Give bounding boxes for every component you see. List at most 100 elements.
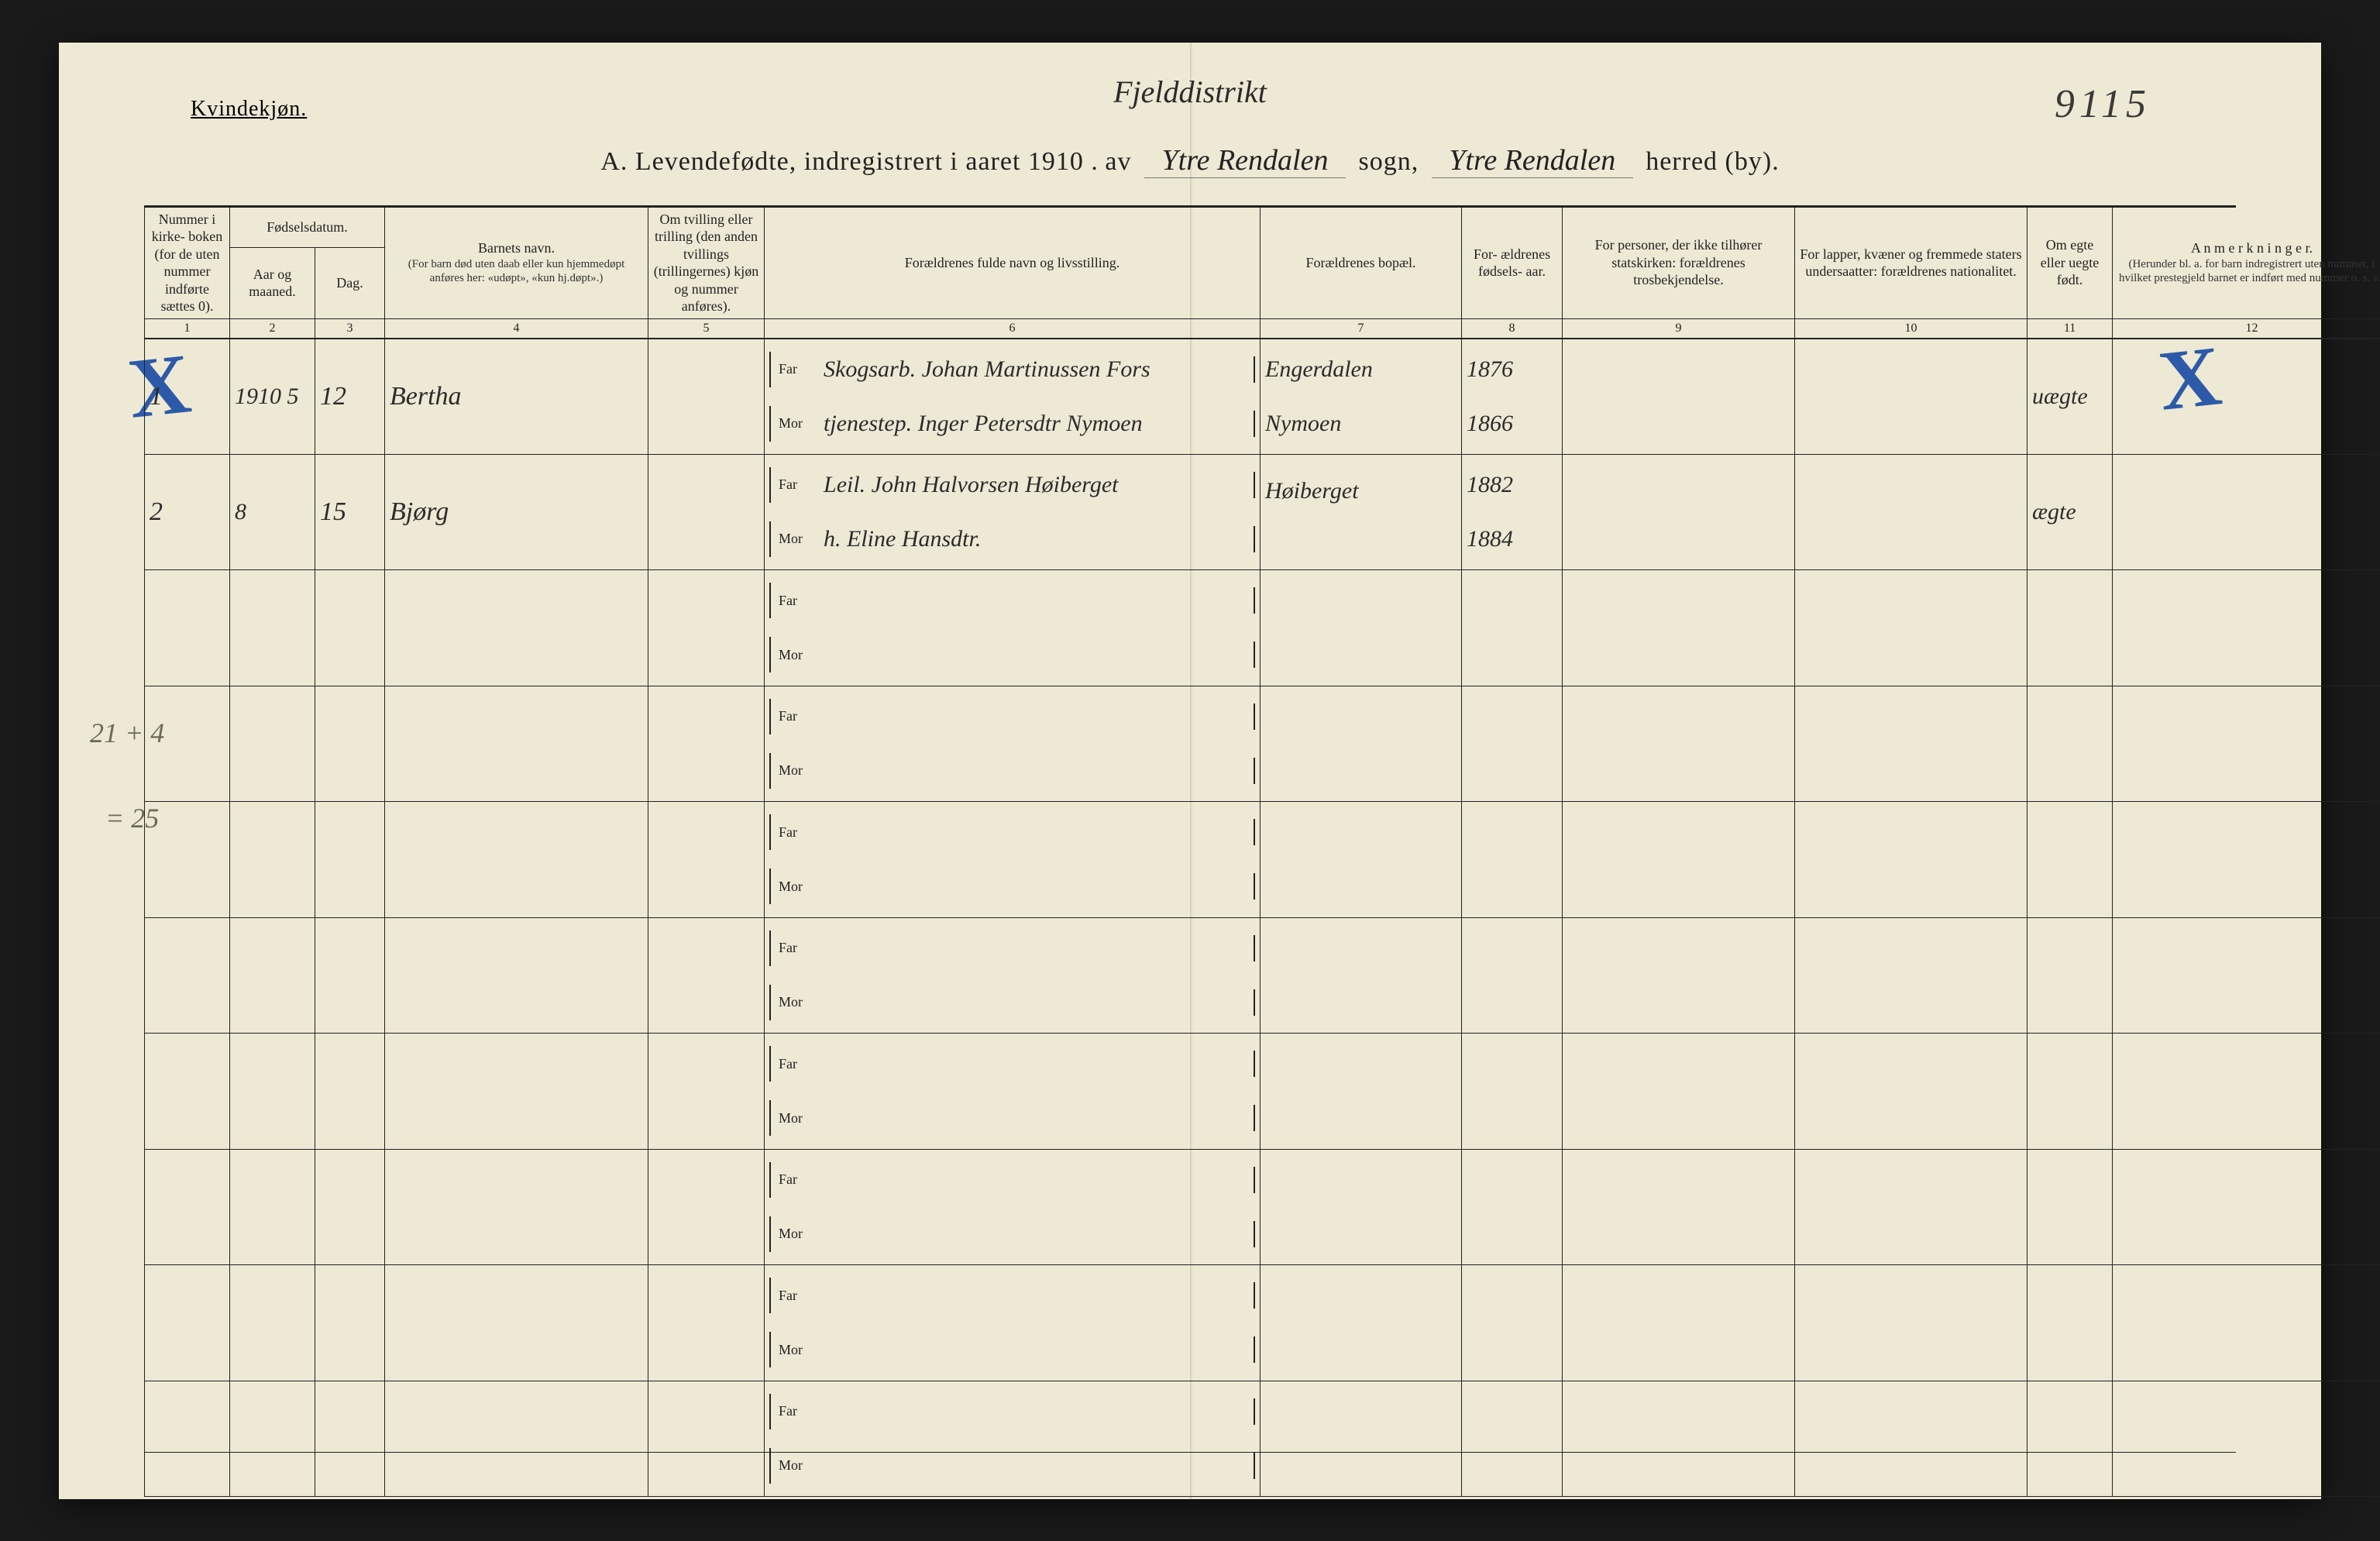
mother-line: Mor bbox=[769, 985, 1255, 1020]
cell-birthyear bbox=[1462, 802, 1563, 918]
birthyear-block bbox=[1467, 573, 1557, 683]
colnum-5: 5 bbox=[648, 318, 765, 339]
cell-childname bbox=[385, 1265, 648, 1381]
father-label: Far bbox=[779, 1403, 813, 1419]
cell-childname: Bertha bbox=[385, 339, 648, 455]
cell-twin bbox=[648, 339, 765, 455]
table-row: Far Mor bbox=[145, 1381, 2380, 1497]
cell-day bbox=[315, 802, 385, 918]
cell-day bbox=[315, 1149, 385, 1265]
handwritten-page-number: 9115 bbox=[2055, 81, 2151, 127]
cell-parents: Far Mor bbox=[765, 1381, 1261, 1497]
mother-label: Mor bbox=[779, 1342, 813, 1358]
cell-religion bbox=[1563, 1034, 1795, 1150]
father-line: FarSkogsarb. Johan Martinussen Fors bbox=[769, 352, 1255, 387]
cell-childname bbox=[385, 802, 648, 918]
handwritten-value: Leil. John Halvorsen Høiberget bbox=[824, 472, 1119, 498]
cell-birthyear bbox=[1462, 1381, 1563, 1497]
table-row: FarMor bbox=[145, 1265, 2380, 1381]
cell-number bbox=[145, 686, 230, 802]
gender-label: Kvindekjøn. bbox=[191, 97, 307, 122]
cell-residence bbox=[1261, 686, 1462, 802]
handwritten-value: 1882 bbox=[1467, 472, 1513, 497]
mother-label: Mor bbox=[779, 994, 813, 1010]
cell-legitimacy: ægte bbox=[2027, 454, 2113, 570]
col-header-childname-sub: (For barn død uten daab eller kun hjemme… bbox=[390, 257, 643, 287]
table-row: FarMor bbox=[145, 1034, 2380, 1150]
cell-number bbox=[145, 1265, 230, 1381]
birthyear-block bbox=[1467, 1268, 1557, 1378]
residence-block bbox=[1265, 1153, 1457, 1262]
handwritten-value: Engerdalen bbox=[1265, 356, 1373, 382]
residence-father: Høiberget bbox=[1265, 478, 1457, 504]
cell-religion bbox=[1563, 339, 1795, 455]
cell-notes bbox=[2113, 1149, 2380, 1265]
mother-line: Mor bbox=[769, 1216, 1255, 1252]
parents-block: Far Mor bbox=[769, 1153, 1255, 1262]
handwritten-value: h. Eline Hansdtr. bbox=[824, 526, 981, 552]
parents-block: Far Mor bbox=[769, 921, 1255, 1030]
father-label: Far bbox=[779, 940, 813, 956]
table-row: Far Mor bbox=[145, 917, 2380, 1034]
handwritten-value: Høiberget bbox=[1265, 478, 1359, 504]
page-wrap: Kvindekjøn. Fjelddistrikt 9115 A. Levend… bbox=[0, 0, 2380, 1541]
handwritten-value: 1 bbox=[150, 382, 163, 411]
birthyear-mother: 1866 bbox=[1467, 411, 1557, 437]
cell-religion bbox=[1563, 570, 1795, 686]
cell-childname bbox=[385, 1149, 648, 1265]
colnum-12: 12 bbox=[2113, 318, 2380, 339]
cell-residence bbox=[1261, 802, 1462, 918]
residence-block bbox=[1265, 1037, 1457, 1146]
cell-residence: Høiberget bbox=[1261, 454, 1462, 570]
mother-line: Mor bbox=[769, 1448, 1255, 1484]
cell-notes bbox=[2113, 454, 2380, 570]
cell-nationality bbox=[1795, 570, 2027, 686]
cell-legitimacy bbox=[2027, 1149, 2113, 1265]
cell-year-month bbox=[230, 917, 315, 1034]
col-header-parent-birthyear: For- ældrenes fødsels- aar. bbox=[1462, 208, 1563, 319]
mother-label: Mor bbox=[779, 1110, 813, 1127]
cell-childname bbox=[385, 570, 648, 686]
father-line: Far bbox=[769, 583, 1255, 618]
cell-legitimacy bbox=[2027, 570, 2113, 686]
col-header-notes: A n m e r k n i n g e r. (Herunder bl. a… bbox=[2113, 208, 2380, 319]
paper-sheet: Kvindekjøn. Fjelddistrikt 9115 A. Levend… bbox=[59, 43, 2321, 1499]
cell-legitimacy bbox=[2027, 802, 2113, 918]
birthyear-block bbox=[1467, 690, 1557, 799]
handwritten-value: tjenestep. Inger Petersdtr Nymoen bbox=[824, 411, 1143, 437]
cell-religion bbox=[1563, 1149, 1795, 1265]
mother-line: Mor bbox=[769, 753, 1255, 789]
mother-line: Mor bbox=[769, 1100, 1255, 1136]
mother-label: Mor bbox=[779, 415, 813, 432]
cell-childname: Bjørg bbox=[385, 454, 648, 570]
mother-label: Mor bbox=[779, 531, 813, 547]
table-row: Far Mor bbox=[145, 1149, 2380, 1265]
cell-day: 15 bbox=[315, 454, 385, 570]
cell-childname bbox=[385, 686, 648, 802]
register-table: Nummer i kirke- boken (for de uten numme… bbox=[144, 208, 2380, 1498]
birthyear-block: 18821884 bbox=[1467, 458, 1557, 567]
parents-block: FarMor bbox=[769, 1037, 1255, 1146]
mother-label: Mor bbox=[779, 879, 813, 895]
cell-residence: EngerdalenNymoen bbox=[1261, 339, 1462, 455]
cell-notes bbox=[2113, 1265, 2380, 1381]
cell-religion bbox=[1563, 802, 1795, 918]
cell-day bbox=[315, 1381, 385, 1497]
father-line: Far bbox=[769, 1162, 1255, 1198]
cell-nationality bbox=[1795, 1149, 2027, 1265]
cell-number bbox=[145, 802, 230, 918]
parents-block: Far Mor bbox=[769, 1384, 1255, 1494]
cell-parents: FarMor bbox=[765, 686, 1261, 802]
mother-line: Mor h. Eline Hansdtr. bbox=[769, 521, 1255, 557]
parents-block: FarMor bbox=[769, 805, 1255, 914]
title-herred: herred (by). bbox=[1646, 147, 1779, 176]
cell-day bbox=[315, 686, 385, 802]
table-row: FarMor bbox=[145, 802, 2380, 918]
cell-birthyear bbox=[1462, 1265, 1563, 1381]
col-header-parents: Forældrenes fulde navn og livsstilling. bbox=[765, 208, 1261, 319]
cell-notes bbox=[2113, 1034, 2380, 1150]
colnum-8: 8 bbox=[1462, 318, 1563, 339]
residence-father: Engerdalen bbox=[1265, 356, 1457, 383]
handwritten-value: 1910 5 bbox=[235, 384, 299, 409]
cell-twin bbox=[648, 1149, 765, 1265]
